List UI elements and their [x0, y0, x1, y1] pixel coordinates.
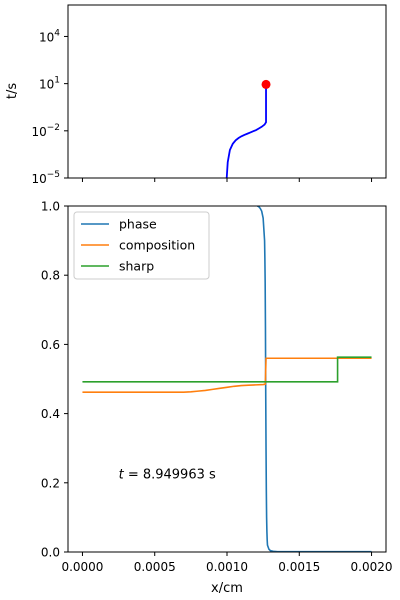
top-y-tick-label-0: 10−5 [31, 170, 60, 186]
bottom-y-tick-label-2: 0.4 [41, 407, 60, 421]
bottom-x-tick-label-0: 0.0000 [61, 560, 103, 574]
legend-label-phase: phase [119, 217, 157, 232]
bottom-x-tick-label-3: 0.0015 [278, 560, 320, 574]
series-line-composition [82, 357, 372, 393]
time-annotation: t = 8.949963 s [119, 467, 216, 482]
top-y-tick-label-3: 104 [39, 28, 60, 44]
legend-label-composition: composition [119, 238, 195, 253]
bottom-y-tick-label-0: 0.0 [41, 546, 60, 560]
bottom-x-tick-label-1: 0.0005 [134, 560, 176, 574]
legend: phase composition sharp [73, 211, 210, 280]
legend-label-sharp: sharp [119, 259, 154, 274]
series-line-sharp [82, 356, 372, 383]
bottom-y-tick-label-4: 0.8 [41, 269, 60, 283]
bottom-y-tick-label-5: 1.0 [41, 200, 60, 214]
bottom-y-tick-label-1: 0.2 [41, 476, 60, 490]
bottom-x-axis-label: x/cm [211, 581, 243, 596]
bottom-x-tick-label-2: 0.0010 [206, 560, 248, 574]
bottom-x-tick-label-4: 0.0020 [351, 560, 393, 574]
top-y-tick-label-1: 10−2 [31, 123, 60, 139]
top-series-line-0 [225, 84, 267, 179]
bottom-axis-ticks: 0.0000 0.0005 0.0010 0.0015 0.0020 0.0 0.2 0.4 0… [41, 200, 393, 575]
bottom-y-tick-label-3: 0.6 [41, 338, 60, 352]
top-current-time-marker [261, 79, 271, 89]
top-axes: 10−5 10−2 101 104 t/s [5, 4, 387, 186]
top-y-axis-label: t/s [5, 83, 20, 99]
top-plot-data [225, 79, 271, 179]
top-y-tick-label-2: 101 [39, 76, 60, 92]
legend-box [73, 211, 210, 280]
top-axis-ticks: 10−5 10−2 101 104 [31, 28, 373, 186]
bottom-axes: 0.0000 0.0005 0.0010 0.0015 0.0020 0.0 0.2 0.4 0… [41, 200, 393, 597]
